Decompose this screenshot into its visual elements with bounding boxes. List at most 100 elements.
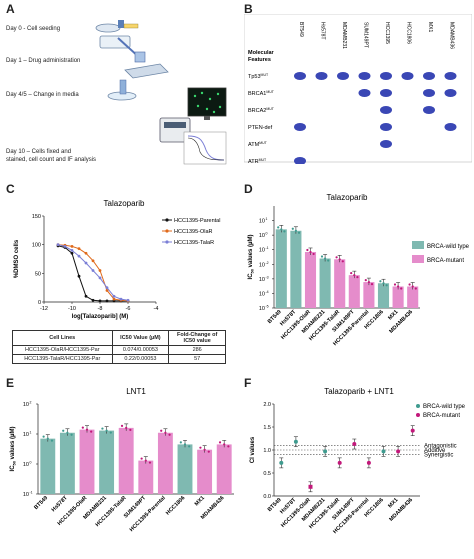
x-tick-label: HCC1395-Parental xyxy=(129,495,167,533)
ic50-header-cell: Cell Lines xyxy=(12,330,113,346)
replicate-dot xyxy=(297,231,301,234)
feature-dot xyxy=(444,123,457,131)
y-tick-exponent: 0 xyxy=(266,232,268,236)
y-tick-label: 10 xyxy=(23,432,29,438)
y-tick-label: 0.5 xyxy=(263,471,271,477)
x-tick-label: -12 xyxy=(40,306,48,312)
bar xyxy=(348,275,360,308)
replicate-dot xyxy=(353,274,356,277)
table-cell: HCC1395-OlaR/HCC1395-Par xyxy=(12,345,113,355)
bar xyxy=(138,460,154,494)
x-tick-label: MX1 xyxy=(387,497,399,509)
replicate-dot xyxy=(309,250,312,254)
feature-dot xyxy=(444,72,457,80)
data-point xyxy=(56,243,60,247)
data-point xyxy=(91,269,95,272)
chart-title: LNT1 xyxy=(126,387,146,396)
matrix-header-label: Molecular xyxy=(248,50,275,56)
replicate-dot xyxy=(350,272,353,275)
y-axis-label-rest: values (µM) xyxy=(10,427,16,461)
table-cell: 0.074/0.00053 xyxy=(111,345,170,355)
column-label: HCC1395 xyxy=(384,22,390,44)
replicate-dot xyxy=(294,229,297,232)
data-point xyxy=(84,294,88,298)
media-dish-icon xyxy=(107,79,137,101)
data-point xyxy=(98,299,102,303)
data-point xyxy=(70,251,74,255)
data-point xyxy=(308,484,313,489)
replicate-dot xyxy=(277,226,280,229)
data-point xyxy=(323,449,328,454)
y-axis-label: IC50 values (µM) xyxy=(248,235,255,280)
data-point xyxy=(98,269,102,272)
replicate-dot xyxy=(46,437,49,440)
series-line xyxy=(57,244,129,301)
table-cell: 57 xyxy=(168,354,226,364)
bar xyxy=(59,432,75,494)
replicate-dot xyxy=(341,260,344,263)
legend-swatch xyxy=(412,241,424,249)
y-tick-exponent: 1 xyxy=(266,217,268,221)
feature-dot xyxy=(423,72,435,80)
row-label-sup: MUT xyxy=(259,158,267,162)
replicate-dot xyxy=(382,282,385,285)
bar xyxy=(363,282,375,308)
feature-dot xyxy=(380,140,392,148)
step-day1-label: Day 1 – Drug administration xyxy=(6,58,81,64)
x-axis-label: log[Talazoparib] (M) xyxy=(72,314,129,320)
y-tick-label: 0.0 xyxy=(263,494,271,500)
data-point xyxy=(279,460,284,465)
x-tick-label: BT549 xyxy=(33,495,49,511)
replicate-dot xyxy=(400,287,403,290)
replicate-dot xyxy=(85,428,89,431)
table-row: HCC1395-TalaR/HCC1395-Par 0.22/0.00053 5… xyxy=(12,354,226,364)
replicate-dot xyxy=(183,443,187,446)
row-label: BRCA2MUT xyxy=(248,107,275,114)
replicate-dot xyxy=(62,429,65,432)
y-tick-exponent: -2 xyxy=(266,261,269,265)
threshold-label: Synergistic xyxy=(424,453,453,459)
legend-label: BRCA-mutant xyxy=(423,413,460,419)
feature-dot xyxy=(315,72,328,80)
replicate-dot xyxy=(411,285,414,288)
feature-dot xyxy=(380,123,392,131)
feature-dot xyxy=(380,72,392,80)
data-point xyxy=(98,276,102,280)
panel-a-letter: A xyxy=(6,2,15,16)
y-tick-label: 10 xyxy=(23,492,29,498)
replicate-dot xyxy=(188,445,191,448)
replicate-dot xyxy=(370,282,374,286)
bar xyxy=(377,283,390,308)
replicate-dot xyxy=(393,283,397,286)
bar xyxy=(157,432,173,494)
data-point xyxy=(105,289,109,292)
legend-label: HCC1395-OlaR xyxy=(174,229,213,235)
column-label: Hs578T xyxy=(320,22,326,40)
x-tick-label: -10 xyxy=(68,306,76,312)
y-tick-label: 10 xyxy=(259,219,265,225)
data-point xyxy=(63,244,67,248)
replicate-dot xyxy=(144,459,147,462)
replicate-dot xyxy=(408,283,411,286)
replicate-dot xyxy=(385,284,388,287)
panel-e-letter: E xyxy=(6,376,15,390)
data-point xyxy=(77,254,81,258)
legend-label: HCC1395-Parental xyxy=(174,218,220,224)
replicate-dot xyxy=(90,430,93,433)
feature-dot xyxy=(423,106,435,114)
replicate-dot xyxy=(70,433,73,436)
y-tick-label: 10 xyxy=(259,277,265,283)
bar xyxy=(334,259,346,308)
replicate-dot xyxy=(66,431,69,434)
imaging-machine-icon xyxy=(159,117,191,143)
y-tick-label: 2.0 xyxy=(263,402,271,408)
bar xyxy=(275,229,287,308)
analysis-graph-icon xyxy=(183,131,227,165)
data-point xyxy=(105,286,109,290)
y-tick-exponent: -5 xyxy=(266,305,269,309)
row-label-sup: MUT xyxy=(261,73,269,77)
replicate-dot xyxy=(129,428,132,431)
y-tick-label: 1.5 xyxy=(263,425,271,431)
replicate-dot xyxy=(203,448,206,451)
bar xyxy=(79,429,95,494)
